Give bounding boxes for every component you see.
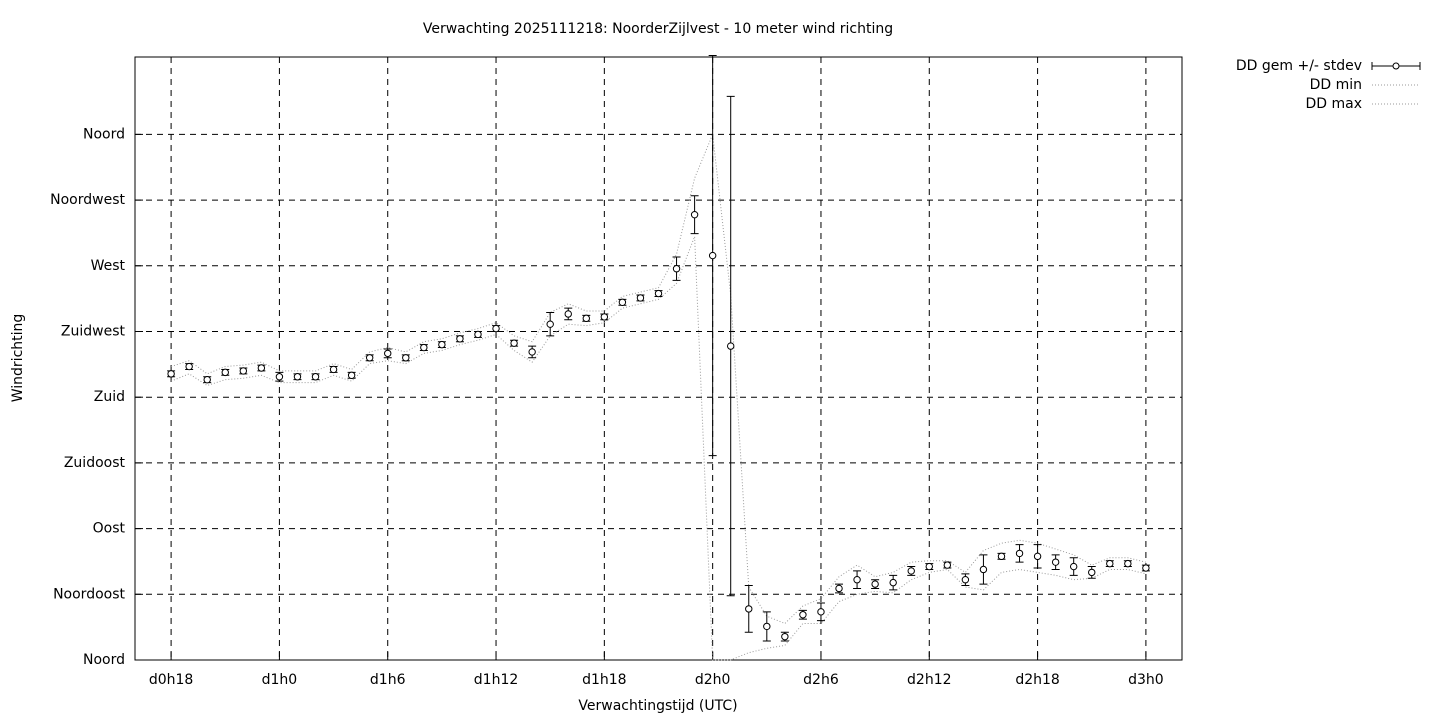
data-point bbox=[727, 342, 735, 350]
data-point bbox=[582, 314, 590, 323]
legend-label: DD max bbox=[1305, 96, 1362, 112]
data-point bbox=[329, 365, 338, 374]
data-point bbox=[690, 210, 699, 219]
data-point bbox=[799, 611, 807, 619]
x-tick-label: d1h12 bbox=[474, 672, 518, 688]
data-point bbox=[672, 265, 681, 273]
data-point bbox=[402, 354, 410, 362]
data-point bbox=[997, 552, 1006, 561]
y-tick-label: Zuid bbox=[94, 389, 125, 405]
x-tick-label: d1h18 bbox=[582, 672, 626, 688]
data-point bbox=[384, 349, 392, 358]
data-point bbox=[979, 565, 988, 574]
data-point bbox=[528, 348, 536, 356]
data-point bbox=[203, 375, 211, 384]
data-point bbox=[185, 362, 193, 371]
data-point bbox=[365, 354, 374, 362]
x-tick-label: d3h0 bbox=[1128, 672, 1164, 688]
data-point bbox=[654, 289, 663, 298]
chart-title: Verwachting 2025111218: NoorderZijlvest … bbox=[423, 21, 893, 37]
data-point bbox=[600, 313, 609, 321]
x-tick-label: d2h0 bbox=[695, 672, 731, 688]
y-tick-label: Noord bbox=[83, 126, 125, 142]
data-point bbox=[907, 567, 915, 575]
data-point bbox=[853, 575, 861, 584]
data-point bbox=[708, 251, 717, 260]
data-point bbox=[167, 370, 175, 378]
data-point bbox=[943, 561, 952, 569]
data-point bbox=[1051, 558, 1060, 566]
data-point bbox=[835, 584, 843, 593]
data-point bbox=[1069, 562, 1078, 571]
data-point bbox=[420, 343, 428, 352]
data-point bbox=[871, 580, 879, 588]
x-axis-label: Verwachtingstijd (UTC) bbox=[578, 698, 737, 714]
data-point bbox=[817, 608, 825, 616]
legend-label: DD min bbox=[1310, 77, 1362, 93]
x-tick-label: d1h6 bbox=[370, 672, 406, 688]
data-point bbox=[438, 340, 446, 349]
y-axis-label: Windrichting bbox=[10, 314, 26, 403]
data-point bbox=[456, 335, 464, 343]
data-point bbox=[1088, 568, 1096, 577]
data-point bbox=[618, 298, 627, 306]
data-point bbox=[492, 324, 500, 333]
range-line bbox=[170, 236, 1147, 661]
y-tick-label: West bbox=[91, 258, 126, 274]
y-tick-label: Zuidoost bbox=[64, 455, 126, 471]
legend-swatch bbox=[1392, 62, 1400, 70]
data-point bbox=[546, 320, 554, 328]
data-point bbox=[925, 562, 933, 571]
data-point bbox=[293, 373, 302, 381]
x-tick-label: d1h0 bbox=[262, 672, 298, 688]
x-tick-label: d2h12 bbox=[907, 672, 951, 688]
data-point bbox=[275, 373, 284, 381]
data-point bbox=[239, 367, 248, 375]
data-point bbox=[1106, 559, 1114, 568]
data-point bbox=[1033, 552, 1042, 561]
x-tick-label: d0h18 bbox=[149, 672, 193, 688]
data-point bbox=[474, 330, 482, 339]
data-point bbox=[510, 339, 518, 347]
data-point bbox=[745, 605, 753, 613]
data-point bbox=[636, 294, 645, 302]
data-point bbox=[221, 368, 229, 377]
plot-frame bbox=[134, 56, 1183, 661]
data-point bbox=[311, 373, 320, 381]
y-tick-label: Noordoost bbox=[53, 586, 125, 602]
y-tick-label: Noord bbox=[83, 652, 125, 668]
data-point bbox=[347, 371, 356, 379]
data-point bbox=[257, 364, 266, 372]
data-point bbox=[564, 310, 572, 318]
data-point bbox=[889, 578, 897, 587]
data-point bbox=[763, 622, 771, 631]
data-point bbox=[1124, 559, 1132, 568]
x-tick-label: d2h18 bbox=[1015, 672, 1059, 688]
y-tick-label: Zuidwest bbox=[61, 323, 126, 339]
range-line bbox=[170, 134, 1147, 625]
data-point bbox=[1142, 564, 1150, 572]
legend-label: DD gem +/- stdev bbox=[1236, 58, 1362, 74]
x-tick-label: d2h6 bbox=[803, 672, 839, 688]
data-point bbox=[781, 632, 789, 641]
data-point bbox=[961, 575, 970, 584]
data-point bbox=[1015, 549, 1024, 558]
y-tick-label: Noordwest bbox=[50, 192, 125, 208]
y-tick-label: Oost bbox=[93, 521, 126, 537]
